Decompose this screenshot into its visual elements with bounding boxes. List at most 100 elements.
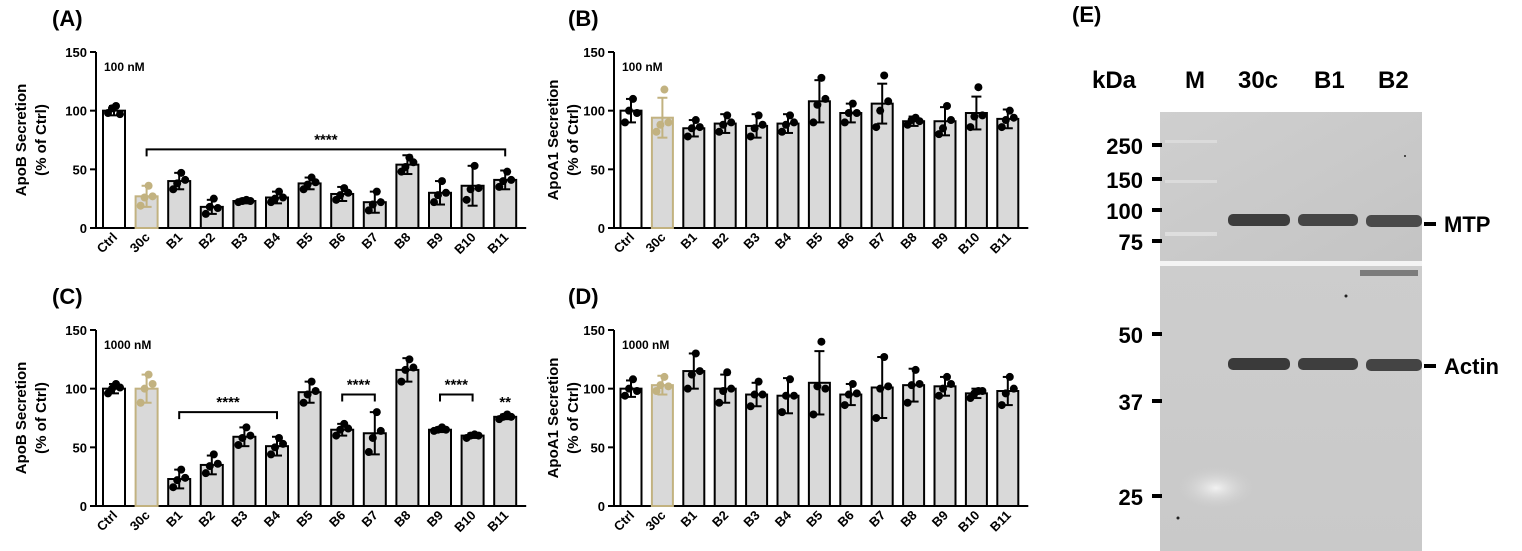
y-axis-label-a-line-2: (% of Ctrl) [33,104,50,176]
y-tick-label-a-100: 100 [65,104,87,119]
category-label-b-b5: B5 [803,230,825,252]
data-point-d-b9-1 [935,391,943,400]
data-point-c-b8-3 [405,355,414,364]
y-tick-label-a-150: 150 [65,45,87,60]
category-label-d-b7: B7 [866,508,888,530]
y-tick-label-d-50: 50 [591,440,605,455]
data-point-a-b2-4 [213,204,222,213]
data-point-d-b4-1 [778,408,786,417]
data-point-b-b2-1 [715,127,724,136]
bar-d-ctrl [619,387,643,507]
data-point-c-b8-4 [409,363,418,372]
marker-150: 150 [1106,168,1162,193]
data-point-c-b2-3 [209,450,218,459]
y-tick-label-d-0: 0 [598,499,605,514]
y-tick-label-d-100: 100 [583,382,605,397]
bar-d-b9 [933,385,957,508]
data-point-d-b3-3 [754,377,763,386]
data-point-d-b7-2 [876,384,885,393]
data-point-d-b3-2 [750,390,759,399]
significance-label-c-4: ** [499,394,511,411]
blot-smudge [1176,466,1256,510]
lane-label-30c: 30c [1238,67,1278,94]
category-label-b-b6: B6 [835,230,857,252]
data-point-c-30c-2 [140,384,149,393]
data-point-a-ctrl-3 [112,101,120,110]
data-point-b-b2-4 [727,118,736,127]
data-point-c-b3-4 [246,431,255,440]
data-point-b-30c-1 [652,127,661,136]
data-point-c-30c-1 [136,398,145,407]
data-point-d-b11-1 [997,401,1006,410]
data-point-a-b11-2 [499,177,508,186]
y-tick-label-a-50: 50 [73,162,87,177]
data-point-b-b1-2 [687,124,696,133]
category-label-d-b6: B6 [835,508,857,530]
category-label-a-b11: B11 [484,230,511,257]
data-point-d-b6-1 [840,401,849,410]
bar-d-b10 [964,392,988,507]
data-point-c-30c-3 [144,370,153,379]
data-point-b-b11-4 [1009,113,1018,122]
data-point-d-b5-1 [809,410,818,419]
svg-text:75: 75 [1119,230,1143,255]
data-point-d-b2-3 [723,368,732,377]
data-point-b-b3-1 [746,132,755,141]
data-point-d-b1-1 [683,384,692,393]
data-point-d-b5-2 [813,382,822,391]
data-point-b-30c-3 [660,85,669,94]
data-point-a-b2-1 [201,209,210,218]
lane-label-b1: B1 [1314,67,1345,94]
data-point-a-b1-4 [181,175,190,184]
panel-label-a: (A) [52,6,83,31]
data-point-d-30c-2 [656,381,665,390]
data-point-b-b10-4 [978,111,987,120]
data-point-a-b11-4 [507,175,516,184]
data-point-c-b4-1 [267,450,275,459]
data-point-c-b6-4 [344,424,353,433]
category-label-c-ctrl: Ctrl [94,508,120,534]
category-label-c-b11: B11 [484,508,511,535]
marker-250: 250 [1106,134,1162,159]
data-point-a-b6-2 [336,191,345,200]
data-point-d-b10-4 [978,387,987,396]
mtp-indicator [1424,222,1436,226]
bar-c-b9 [428,428,452,508]
data-point-a-30c-2 [140,193,149,202]
data-point-a-b9-1 [430,198,438,207]
category-label-c-b9: B9 [424,508,446,530]
data-point-a-b4-4 [279,193,287,202]
y-axis-label-c-line-1: ApoB Secretion [13,362,30,475]
category-label-a-b9: B9 [424,230,446,252]
data-point-a-b4-2 [271,194,279,203]
data-point-b-b8-4 [915,117,924,126]
bar-d-b6 [839,393,863,507]
bar-c-b11 [493,415,518,507]
marker-25: 25 [1119,485,1162,510]
panel-label-c: (C) [52,284,83,309]
data-point-b-b5-3 [817,73,826,82]
bar-b-b3 [745,124,769,229]
data-point-a-b7-3 [372,187,381,196]
bar-chart-panel-d: (D) ApoA1 Secretion (% of Ctrl) 1000 nM 0 50 1… [545,284,1029,535]
bar-c-b10 [460,434,485,508]
category-label-b-b10: B10 [955,230,982,257]
data-point-a-b11-3 [503,167,512,176]
data-point-c-b1-3 [177,465,186,474]
data-point-c-b6-1 [332,431,341,440]
data-point-d-b6-4 [852,389,861,398]
marker-100: 100 [1106,199,1162,224]
data-point-c-b2-4 [213,459,222,468]
category-label-c-b1: B1 [163,508,185,530]
mtp-band-b1 [1298,214,1358,226]
data-point-b-b5-1 [809,118,818,127]
data-point-d-b1-3 [691,349,700,358]
data-point-d-b1-4 [695,367,704,376]
data-point-d-ctrl-1 [621,391,629,400]
panel-label-e: (E) [1072,2,1101,27]
data-point-b-ctrl-3 [629,94,637,103]
data-point-b-b7-4 [884,97,893,106]
data-point-d-b8-2 [907,381,916,390]
data-point-b-b6-1 [840,118,849,127]
marker-50: 50 [1119,323,1162,348]
